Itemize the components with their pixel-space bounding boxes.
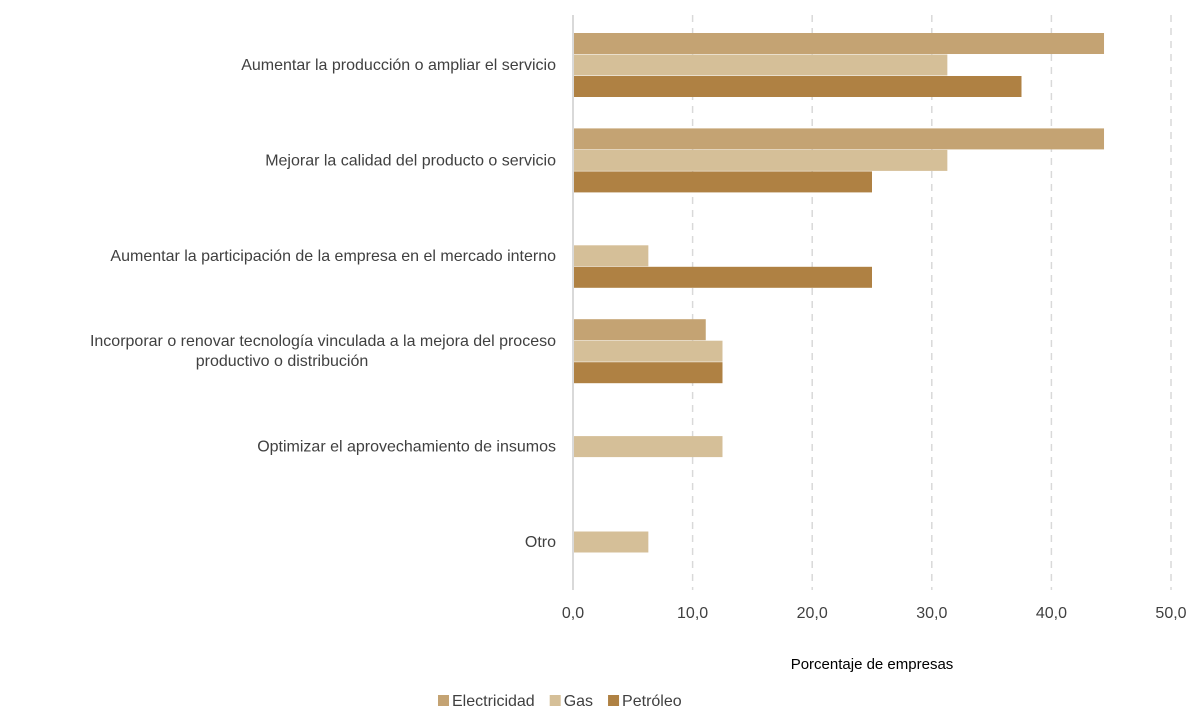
- x-tick-label: 40,0: [1036, 605, 1067, 622]
- bar-electricidad: [574, 128, 1105, 150]
- bar-gas: [574, 340, 723, 362]
- x-tick-label: 10,0: [677, 605, 708, 622]
- bar-gas: [574, 245, 649, 267]
- category-label: productivo o distribución: [196, 353, 369, 370]
- x-tick-label: 30,0: [916, 605, 947, 622]
- bar-gas: [574, 54, 948, 76]
- legend-label: Petróleo: [622, 693, 682, 710]
- bar-petróleo: [574, 266, 872, 288]
- x-tick-label: 50,0: [1155, 605, 1186, 622]
- category-label: Aumentar la participación de la empresa …: [110, 248, 556, 265]
- bars: [574, 33, 1105, 553]
- bar-petróleo: [574, 76, 1022, 97]
- category-label: Aumentar la producción o ampliar el serv…: [241, 57, 556, 74]
- legend-label: Electricidad: [452, 693, 535, 710]
- bar-gas: [574, 531, 649, 553]
- grid-lines: [691, 15, 1172, 590]
- legend-label: Gas: [564, 693, 593, 710]
- category-label: Otro: [525, 534, 556, 551]
- category-labels: Aumentar la producción o ampliar el serv…: [90, 57, 556, 551]
- x-tick-labels: 0,0 10,0 20,0 30,0 40,0 50,0: [562, 605, 1187, 622]
- bar-gas: [574, 149, 948, 171]
- x-axis-title: Porcentaje de empresas: [791, 656, 954, 673]
- legend-swatch-electricidad: [438, 695, 449, 706]
- bar-petróleo: [574, 171, 872, 193]
- bar-electricidad: [574, 319, 706, 341]
- legend-swatch-gas: [549, 695, 561, 706]
- category-label: Optimizar el aprovechamiento de insumos: [257, 439, 556, 456]
- bar-gas: [574, 436, 723, 458]
- category-label: Incorporar o renovar tecnología vinculad…: [90, 333, 556, 350]
- x-tick-label: 0,0: [562, 605, 584, 622]
- bar-petróleo: [574, 362, 723, 384]
- bar-electricidad: [574, 33, 1105, 54]
- legend-swatch-petróleo: [608, 695, 620, 706]
- legend: Electricidad Gas Petróleo: [438, 693, 682, 710]
- category-label: Mejorar la calidad del producto o servic…: [265, 152, 556, 169]
- x-tick-label: 20,0: [797, 605, 828, 622]
